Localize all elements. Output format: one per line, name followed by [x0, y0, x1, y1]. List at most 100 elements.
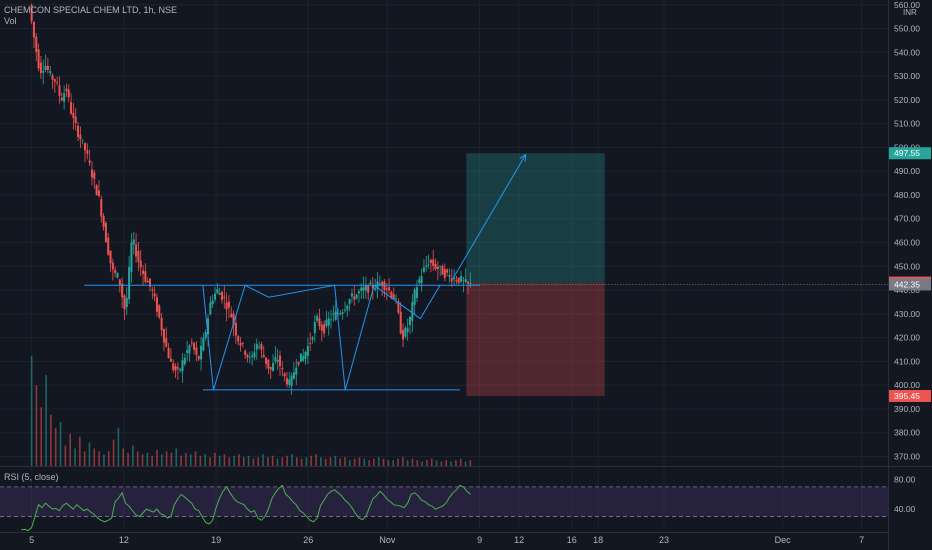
volume-bar — [262, 454, 264, 466]
time-axis-border — [0, 532, 888, 533]
price-badge-label: 497.55 — [894, 148, 920, 158]
candle-body — [232, 314, 235, 325]
candle-body — [158, 305, 161, 318]
candle-body — [425, 265, 428, 267]
candle-body — [97, 190, 100, 197]
volume-bar — [430, 458, 433, 466]
candle-body — [74, 116, 77, 124]
candle-body — [132, 239, 135, 245]
candle-body — [104, 222, 107, 243]
candle-body — [364, 285, 367, 291]
volume-bar — [69, 433, 71, 466]
symbol-title[interactable]: CHEMCON SPECIAL CHEM LTD, 1h, NSE — [4, 5, 178, 15]
rsi-band — [0, 486, 888, 517]
candle-body — [337, 313, 340, 315]
price-badge-bg — [889, 278, 931, 291]
candle-body — [121, 283, 124, 298]
candle-body — [374, 288, 377, 290]
candlestick-series — [30, 3, 472, 395]
volume-bar — [98, 451, 100, 466]
candle-body — [95, 185, 98, 196]
candle-body — [427, 264, 430, 266]
candle-body — [202, 338, 205, 351]
volume-bar — [136, 451, 139, 466]
volume-bar — [267, 457, 269, 466]
candle-body — [109, 250, 112, 264]
volume-bar — [440, 461, 443, 466]
candle-body — [446, 269, 449, 273]
pattern-drawings[interactable] — [84, 153, 888, 391]
candle-body — [415, 287, 418, 298]
rsi-line — [20, 484, 471, 532]
candle-body — [84, 143, 87, 151]
candle-body — [309, 343, 312, 344]
volume-bar — [435, 460, 438, 466]
price-tick-label: 370.00 — [894, 451, 920, 461]
candle-body — [388, 287, 391, 291]
candle-body — [453, 277, 456, 280]
candle-body — [90, 169, 93, 178]
candle-body — [334, 311, 337, 320]
time-tick-label: Dec — [775, 535, 792, 545]
candle-body — [422, 267, 425, 272]
volume-bar — [300, 458, 303, 466]
volume-bar — [281, 457, 284, 466]
volume-bar — [464, 461, 467, 466]
candle-body — [385, 288, 388, 290]
time-tick-label: 12 — [514, 535, 524, 545]
candle-body — [469, 283, 472, 284]
volume-bar — [344, 457, 346, 466]
volume-bar — [421, 461, 423, 466]
candle-body — [176, 367, 179, 369]
projection-arrowhead — [519, 153, 527, 162]
candle-body — [56, 82, 59, 84]
candle-body — [262, 354, 265, 358]
candle-body — [443, 269, 446, 278]
candle-body — [183, 357, 186, 365]
candle-body — [188, 345, 191, 354]
candle-body — [209, 302, 212, 315]
candle-body — [190, 342, 193, 344]
candle-body — [464, 279, 467, 283]
candle-body — [230, 313, 233, 318]
candle-body — [255, 344, 258, 350]
volume-bar — [223, 454, 226, 466]
candle-body — [139, 260, 142, 268]
candle-body — [313, 322, 316, 334]
rsi-label[interactable]: RSI (5, close) — [4, 472, 59, 482]
time-tick-label: 12 — [119, 535, 129, 545]
volume-bar — [93, 448, 96, 466]
candle-body — [353, 296, 356, 300]
candle-body — [146, 280, 149, 283]
candle-body — [292, 372, 295, 379]
position-zones[interactable] — [466, 153, 605, 396]
candle-body — [181, 360, 184, 372]
candle-body — [297, 361, 300, 365]
volume-bar — [397, 458, 399, 466]
time-tick-label: 18 — [593, 535, 603, 545]
time-tick-label: 16 — [567, 535, 577, 545]
candle-body — [174, 365, 177, 371]
candle-body — [343, 309, 346, 311]
volume-bar — [64, 445, 67, 466]
candle-body — [32, 21, 35, 38]
candle-body — [346, 305, 349, 310]
volume-bar — [199, 455, 202, 466]
candle-body — [283, 373, 286, 377]
volume-bar — [79, 436, 81, 466]
candle-body — [350, 293, 353, 297]
volume-bar — [377, 457, 380, 466]
candle-body — [462, 279, 465, 281]
candle-body — [269, 367, 272, 370]
candle-body — [267, 359, 270, 369]
candle-body — [406, 328, 409, 332]
candle-body — [276, 359, 279, 362]
candle-body — [355, 294, 358, 299]
profit-zone — [466, 153, 605, 283]
candle-body — [111, 262, 114, 270]
volume-bar — [286, 455, 288, 466]
volume-bar — [30, 356, 33, 466]
price-badge-label: 395.45 — [894, 391, 920, 401]
candle-body — [251, 355, 254, 357]
